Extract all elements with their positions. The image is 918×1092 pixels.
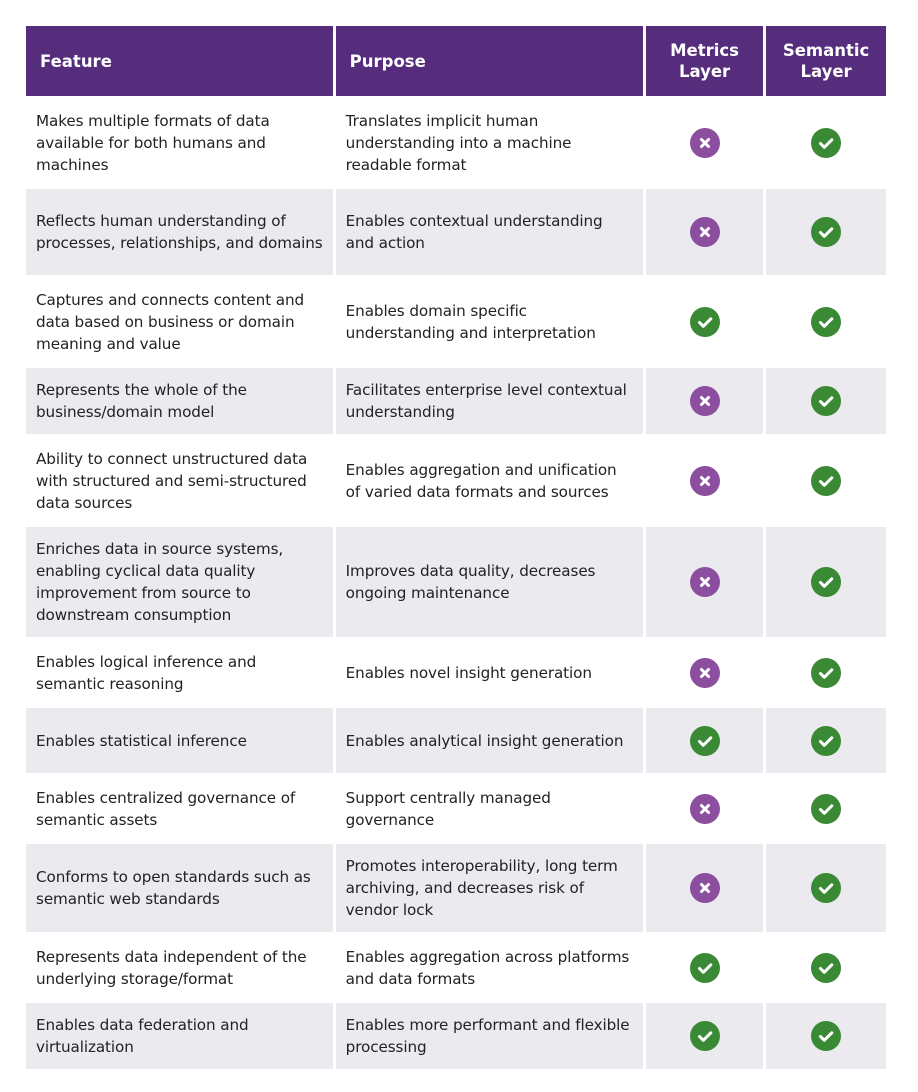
check-icon [811,465,842,496]
table-row: Reflects human understanding of processe… [26,189,886,275]
cross-icon [689,567,720,597]
check-icon [811,793,842,824]
table-row: Ability to connect unstructured data wit… [26,436,886,525]
metrics-layer-cell [646,775,763,842]
feature-cell: Enriches data in source systems, enablin… [26,527,333,637]
purpose-cell: Enables domain specific understanding an… [345,301,596,342]
header-feature: Feature [26,26,333,96]
purpose-cell: Enables aggregation across platforms and… [345,947,630,988]
semantic-layer-cell [766,639,886,706]
check-icon [811,217,842,247]
purpose-cell: Improves data quality, decreases ongoing… [335,527,643,637]
purpose-cell: Enables novel insight generation [345,663,592,682]
purpose-cell: Enables analytical insight generation [335,708,643,773]
metrics-layer-cell [645,1003,764,1069]
semantic-layer-cell [766,368,886,434]
table-row: Enriches data in source systems, enablin… [26,527,886,637]
purpose-cell: Facilitates enterprise level contextual … [335,368,643,434]
semantic-layer-cell [766,708,886,773]
header-semantic-layer: Semantic Layer [766,26,886,96]
cross-icon [689,657,720,688]
table-row: Enables centralized governance of semant… [26,775,886,842]
semantic-layer-cell [766,436,886,525]
feature-cell: Conforms to open standards such as seman… [26,844,333,932]
table-row: Enables statistical inference Enables ana… [26,708,886,773]
header-metrics-layer: Metrics Layer [645,26,764,96]
table-row: Represents the whole of the business/dom… [26,368,886,434]
semantic-layer-cell [766,189,886,275]
purpose-cell: Enables aggregation and unification of v… [345,460,617,501]
table-row: Enables data federation and virtualizati… [26,1003,886,1069]
metrics-layer-cell [645,189,764,275]
metrics-layer-cell [646,436,763,525]
semantic-layer-cell [766,98,886,187]
metrics-layer-cell [646,639,763,706]
check-icon [811,386,842,416]
check-icon [689,306,720,337]
check-icon [811,306,842,337]
cross-icon [689,465,720,496]
cross-icon [689,127,720,158]
cross-icon [689,217,720,247]
comparison-table: Feature Purpose Metrics Layer Semantic L… [23,24,889,1071]
purpose-cell: Translates implicit human understanding … [345,111,572,174]
feature-cell: Represents data independent of the under… [36,947,307,988]
feature-cell: Enables centralized governance of semant… [36,788,296,829]
table-row: Enables logical inference and semantic r… [26,639,886,706]
metrics-layer-cell [646,98,763,187]
feature-cell: Reflects human understanding of processe… [26,189,333,275]
purpose-cell: Promotes interoperability, long term arc… [335,844,643,932]
semantic-layer-cell [766,844,886,932]
feature-cell: Captures and connects content and data b… [36,290,305,353]
table-row: Conforms to open standards such as seman… [26,844,886,932]
metrics-layer-cell [646,934,763,1001]
check-icon [811,725,842,756]
metrics-layer-cell [646,277,763,366]
check-icon [689,1021,720,1051]
semantic-layer-cell [766,775,886,842]
cross-icon [689,386,720,416]
check-icon [689,725,720,756]
check-icon [811,952,842,983]
check-icon [811,1021,842,1051]
check-icon [689,952,720,983]
check-icon [811,127,842,158]
metrics-layer-cell [645,708,764,773]
feature-cell: Represents the whole of the business/dom… [26,368,333,434]
purpose-cell: Enables more performant and flexible pro… [335,1003,643,1069]
metrics-layer-cell [645,368,764,434]
semantic-layer-cell [766,1003,886,1069]
purpose-cell: Support centrally managed governance [345,788,551,829]
feature-cell: Enables statistical inference [26,708,333,773]
metrics-layer-cell [645,527,764,637]
cross-icon [689,793,720,824]
check-icon [811,567,842,597]
feature-cell: Ability to connect unstructured data wit… [36,449,308,512]
table-row: Captures and connects content and data b… [26,277,886,366]
header-purpose: Purpose [335,26,643,96]
feature-cell: Makes multiple formats of data available… [36,111,270,174]
check-icon [811,873,842,903]
table-row: Represents data independent of the under… [26,934,886,1001]
header-row: Feature Purpose Metrics Layer Semantic L… [26,26,886,96]
metrics-layer-cell [645,844,764,932]
feature-cell: Enables logical inference and semantic r… [36,652,257,693]
feature-cell: Enables data federation and virtualizati… [26,1003,333,1069]
table-row: Makes multiple formats of data available… [26,98,886,187]
semantic-layer-cell [766,934,886,1001]
semantic-layer-cell [766,527,886,637]
purpose-cell: Enables contextual understanding and act… [335,189,643,275]
semantic-layer-cell [766,277,886,366]
cross-icon [689,873,720,903]
check-icon [811,657,842,688]
